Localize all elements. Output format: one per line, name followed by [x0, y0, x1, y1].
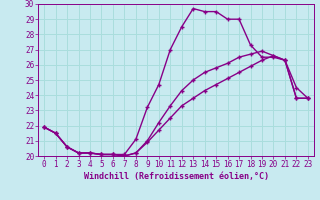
X-axis label: Windchill (Refroidissement éolien,°C): Windchill (Refroidissement éolien,°C): [84, 172, 268, 181]
